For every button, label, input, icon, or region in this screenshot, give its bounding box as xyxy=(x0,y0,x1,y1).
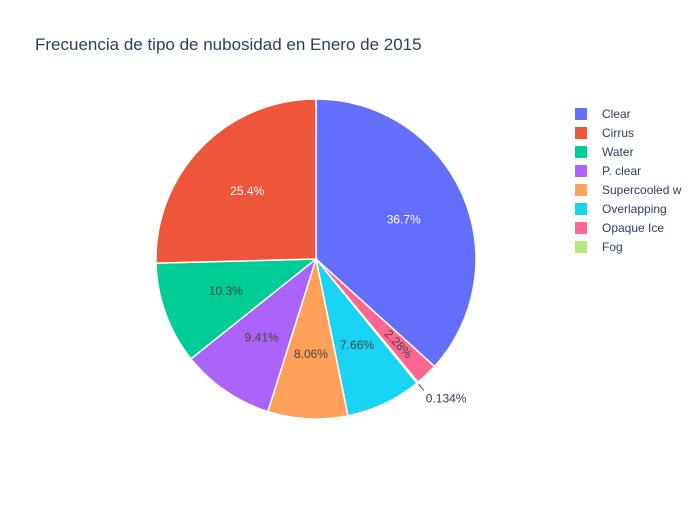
legend-label: Water xyxy=(602,145,634,159)
slice-label-supercooled-w: 8.06% xyxy=(294,347,328,361)
legend-swatch xyxy=(575,241,587,253)
legend-item-fog[interactable]: Fog xyxy=(575,240,623,254)
legend-item-clear[interactable]: Clear xyxy=(575,107,631,121)
legend-swatch xyxy=(575,184,587,196)
legend-item-cirrus[interactable]: Cirrus xyxy=(575,126,634,140)
slice-label-p-clear: 9.41% xyxy=(245,330,279,344)
legend-swatch xyxy=(575,203,587,215)
pie-slice-water[interactable] xyxy=(155,258,319,360)
legend-label: Fog xyxy=(602,240,623,254)
legend-item-supercooled-w[interactable]: Supercooled w xyxy=(575,183,682,197)
legend-label: Overlapping xyxy=(602,202,667,216)
legend-item-water[interactable]: Water xyxy=(575,145,634,159)
legend-swatch xyxy=(575,222,587,234)
legend-swatch xyxy=(575,108,587,120)
pie-slice-p-clear[interactable] xyxy=(189,256,318,413)
slice-label-leader xyxy=(418,383,425,391)
legend[interactable]: Clear Cirrus Water P. clear Supercooled w Ove… xyxy=(575,107,682,254)
legend-swatch xyxy=(575,127,587,139)
legend-label: Cirrus xyxy=(602,126,634,140)
legend-label: Opaque Ice xyxy=(602,221,664,235)
legend-item-p-clear[interactable]: P. clear xyxy=(575,164,641,178)
legend-label: Supercooled w xyxy=(602,183,682,197)
legend-label: Clear xyxy=(602,107,631,121)
slice-label-clear: 36.7% xyxy=(387,212,421,226)
legend-swatch xyxy=(575,146,587,158)
legend-item-overlapping[interactable]: Overlapping xyxy=(575,202,667,216)
slice-label-fog: 0.134% xyxy=(426,391,467,405)
pie-slices xyxy=(155,98,477,420)
chart-title: Frecuencia de tipo de nubosidad en Enero… xyxy=(35,35,422,54)
legend-swatch xyxy=(575,165,587,177)
slice-label-overlapping: 7.66% xyxy=(340,338,374,352)
slice-label-water: 10.3% xyxy=(209,284,243,298)
pie-slice-clear[interactable] xyxy=(315,98,477,368)
legend-item-opaque-ice[interactable]: Opaque Ice xyxy=(575,221,664,235)
pie-slice-cirrus[interactable] xyxy=(155,98,317,264)
legend-label: P. clear xyxy=(602,164,641,178)
slice-label-cirrus: 25.4% xyxy=(230,184,264,198)
